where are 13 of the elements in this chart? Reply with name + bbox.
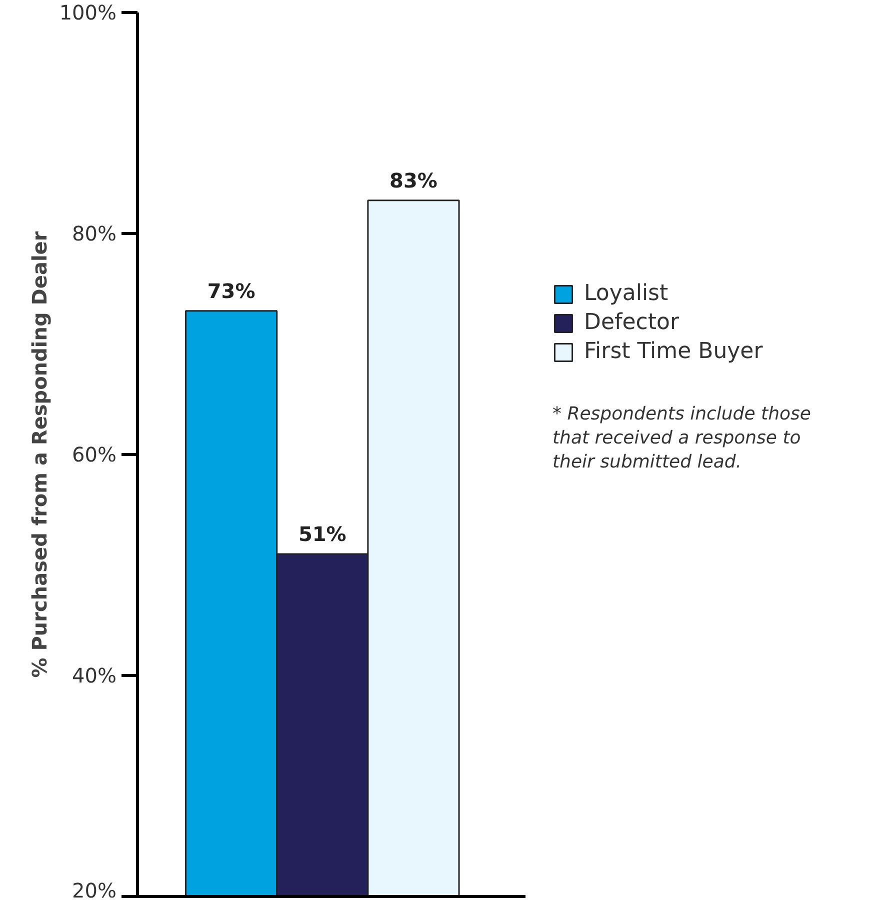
text: * Respondents include those that received a response to their submitted lead. [552, 404, 811, 472]
y-tick-label: 100% [59, 0, 117, 24]
legend-label: Loyalist [584, 281, 668, 306]
y-tick-label: 60% [72, 442, 116, 466]
data-label: 51% [298, 522, 346, 546]
legend-label: First Time Buyer [584, 339, 763, 364]
data-label: 73% [207, 278, 256, 303]
y-tick-label: 80% [72, 222, 116, 246]
legend-label: Defector [584, 310, 679, 335]
data-label: 83% [390, 168, 438, 192]
y-tick-label: 20% [72, 878, 116, 901]
y-axis-title: % Purchased from a Responding Dealer [27, 231, 52, 678]
y-tick-label: 40% [72, 664, 116, 688]
